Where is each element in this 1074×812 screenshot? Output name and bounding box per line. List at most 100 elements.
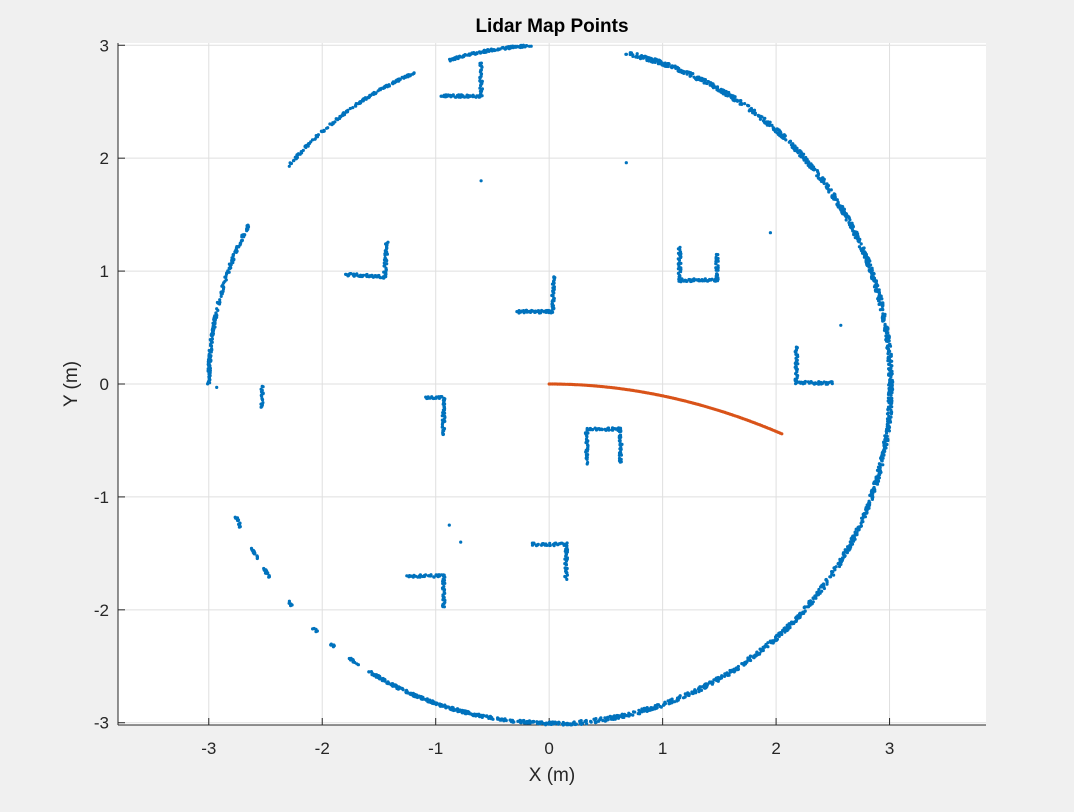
lidar-point <box>878 294 883 299</box>
lidar-point <box>564 559 569 563</box>
lidar-point <box>594 427 599 431</box>
lidar-point <box>560 722 565 726</box>
lidar-point <box>889 404 893 408</box>
lidar-point <box>394 80 398 84</box>
lidar-point <box>508 718 513 722</box>
lidar-point <box>887 372 891 376</box>
lidar-point <box>761 647 765 651</box>
lidar-point <box>715 272 719 276</box>
lidar-point <box>859 242 863 246</box>
lidar-point <box>231 257 235 261</box>
lidar-point <box>313 137 317 141</box>
lidar-point <box>470 713 474 717</box>
lidar-point <box>781 628 785 633</box>
lidar-point <box>485 714 489 718</box>
lidar-point <box>443 402 447 406</box>
lidar-point <box>700 76 704 80</box>
lidar-point <box>700 685 704 689</box>
lidar-point <box>589 719 593 724</box>
lidar-point <box>843 554 847 559</box>
lidar-point <box>734 666 738 670</box>
lidar-point <box>618 447 622 451</box>
lidar-point <box>400 75 404 79</box>
lidar-point <box>625 714 629 718</box>
lidar-point <box>412 71 416 76</box>
lidar-point <box>341 113 345 117</box>
lidar-point <box>791 143 795 147</box>
lidar-point <box>231 252 236 257</box>
lidar-point <box>215 300 219 305</box>
lidar-point <box>677 258 682 262</box>
lidar-point <box>747 109 751 113</box>
lidar-point <box>886 327 890 331</box>
lidar-point <box>881 463 885 467</box>
lidar-point <box>239 241 243 246</box>
lidar-point <box>636 55 640 60</box>
lidar-point <box>211 332 215 336</box>
lidar-point <box>716 264 720 268</box>
lidar-point <box>881 315 885 320</box>
lidar-point <box>344 272 348 276</box>
lidar-point <box>722 674 727 679</box>
lidar-point <box>856 525 860 530</box>
lidar-point <box>383 256 387 260</box>
lidar-point <box>535 720 539 724</box>
lidar-point <box>549 722 553 727</box>
lidar-point <box>586 431 590 435</box>
lidar-point <box>885 417 890 421</box>
lidar-point <box>565 544 569 548</box>
lidar-point <box>873 278 877 283</box>
lidar-point <box>545 543 549 548</box>
lidar-point <box>733 95 737 99</box>
lidar-point <box>519 721 523 725</box>
lidar-point <box>885 339 889 343</box>
lidar-point <box>220 292 224 296</box>
lidar-point <box>455 56 459 60</box>
lidar-point <box>235 245 239 249</box>
lidar-point <box>565 577 569 582</box>
lidar-point <box>851 225 855 229</box>
lidar-point <box>688 71 692 75</box>
lidar-point <box>878 463 883 467</box>
lidar-point <box>479 72 483 77</box>
lidar-point <box>679 70 683 74</box>
lidar-point <box>743 102 747 106</box>
lidar-point <box>321 129 325 133</box>
lidar-point <box>887 339 891 343</box>
lidar-point <box>382 86 387 90</box>
lidar-point <box>385 681 389 685</box>
lidar-point <box>552 275 556 279</box>
lidar-point <box>396 79 400 83</box>
lidar-point <box>504 718 508 723</box>
lidar-point <box>606 426 611 430</box>
lidar-point <box>727 93 731 97</box>
lidar-point <box>874 289 878 293</box>
lidar-point <box>478 715 482 719</box>
lidar-point <box>854 533 858 537</box>
lidar-point <box>516 44 520 49</box>
lidar-point <box>839 323 843 327</box>
lidar-point <box>849 537 853 541</box>
lidar-point <box>888 360 892 364</box>
lidar-point <box>695 75 700 79</box>
lidar-point <box>235 249 239 253</box>
lidar-point <box>890 378 894 382</box>
lidar-point <box>784 138 788 142</box>
lidar-point <box>489 717 493 721</box>
lidar-point <box>719 90 723 94</box>
lidar-point <box>645 55 649 60</box>
lidar-point <box>746 104 750 108</box>
lidar-point <box>240 239 244 243</box>
lidar-point <box>847 223 852 227</box>
lidar-point <box>686 693 690 697</box>
lidar-point <box>594 717 598 721</box>
lidar-point <box>639 54 643 59</box>
x-tick-label: 2 <box>771 739 780 758</box>
lidar-point <box>702 81 706 85</box>
lidar-point <box>716 253 720 257</box>
lidar-point <box>294 155 298 159</box>
lidar-point <box>223 279 227 283</box>
lidar-point <box>888 349 892 353</box>
lidar-point <box>803 609 807 613</box>
lidar-point <box>538 720 542 724</box>
